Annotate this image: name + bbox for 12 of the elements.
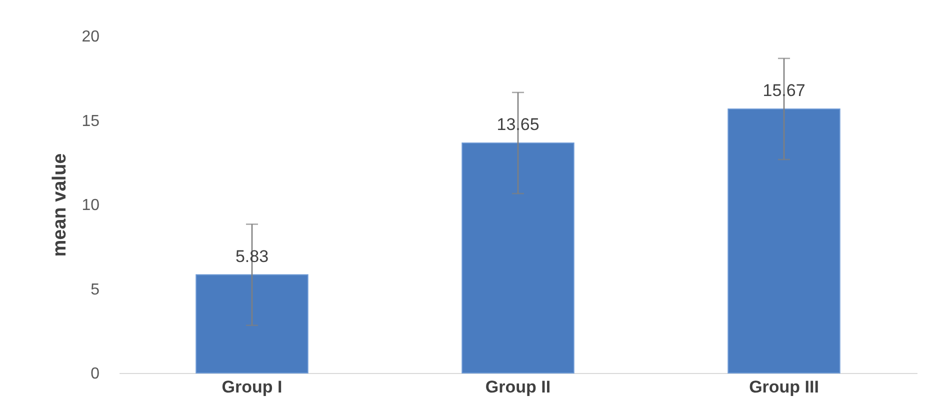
y-tick-label: 20 [82,28,100,46]
bar [462,142,574,374]
x-tick-label: Group II [485,378,551,396]
x-tick-label: Group III [749,378,819,396]
y-tick-label: 15 [82,112,100,130]
y-tick-label: 5 [90,281,100,298]
y-tick-label: 10 [82,197,100,214]
y-tick-label: 0 [90,366,100,382]
bar [196,274,308,374]
x-tick-label: Group I [222,378,282,396]
y-axis-title: mean value [50,153,71,257]
bar [728,108,840,374]
